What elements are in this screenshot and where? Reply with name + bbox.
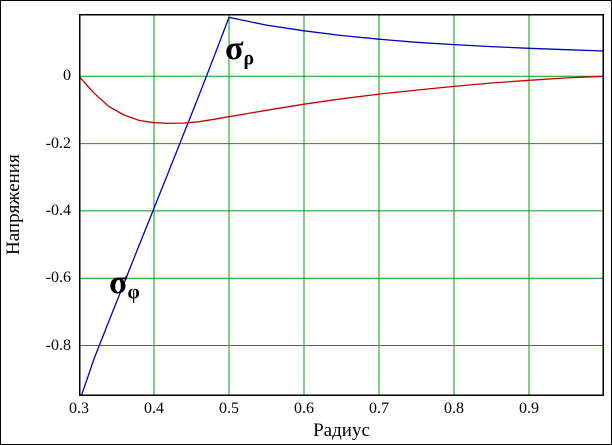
y-tick-labels: 0 -0.2 -0.4 -0.6 -0.8 [1, 1, 73, 444]
y-tick-label: -0.4 [45, 201, 71, 219]
rho-subscript: ρ [243, 47, 255, 70]
y-tick-label: -0.8 [45, 336, 71, 354]
phi-subscript: φ [127, 281, 140, 304]
plot-area: σρ σφ [79, 14, 604, 396]
x-tick-label: 0.3 [69, 400, 89, 417]
curve-label-sigma-rho: σρ [225, 32, 254, 69]
x-tick-label: 0.8 [444, 400, 464, 417]
x-tick-label: 0.5 [219, 400, 239, 417]
x-tick-label: 0.7 [369, 400, 389, 417]
plot-svg [79, 14, 604, 396]
curve-label-sigma-phi: σφ [109, 266, 140, 303]
sigma-symbol: σ [109, 264, 128, 301]
series-sigma_rho [79, 75, 604, 125]
y-tick-label: -0.2 [45, 134, 71, 152]
plot-frame [79, 14, 604, 396]
x-tick-label: 0.9 [519, 400, 539, 417]
x-tick-label: 0.6 [294, 400, 314, 417]
sigma-symbol: σ [225, 30, 244, 67]
series-sigma_phi [80, 16, 604, 396]
y-tick-label: -0.6 [45, 269, 71, 287]
y-tick-label: 0 [63, 67, 71, 85]
x-tick-label: 0.4 [144, 400, 164, 417]
x-axis-title: Радиус [313, 420, 370, 441]
